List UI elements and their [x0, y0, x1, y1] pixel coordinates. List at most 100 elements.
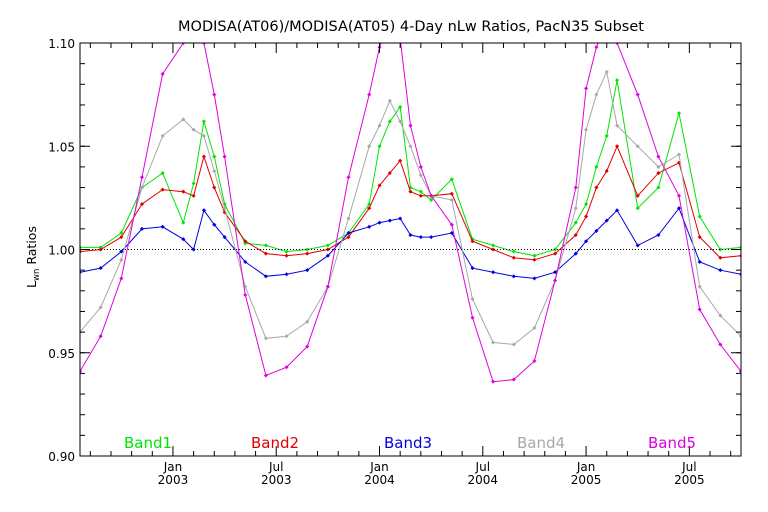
data-point — [201, 154, 207, 159]
data-point — [139, 175, 145, 180]
data-point — [573, 232, 578, 238]
data-point — [697, 259, 702, 265]
data-point — [583, 239, 589, 244]
data-point — [656, 170, 661, 176]
data-point — [119, 249, 124, 254]
data-point — [201, 133, 207, 139]
data-point — [511, 249, 516, 254]
data-point — [449, 197, 454, 203]
data-point — [470, 296, 475, 302]
data-point — [408, 189, 413, 194]
data-point — [552, 278, 558, 283]
data-point — [139, 201, 145, 207]
data-point — [398, 119, 403, 124]
data-point — [532, 253, 537, 258]
data-point — [573, 185, 578, 190]
data-point — [408, 144, 413, 149]
data-point — [387, 119, 392, 124]
svg-text:Lwn Ratios: Lwn Ratios — [24, 226, 42, 288]
data-point — [398, 104, 403, 110]
data-point — [718, 267, 723, 273]
x-tick-year: 2003 — [158, 473, 189, 487]
y-axis-title-main: L — [24, 281, 39, 288]
legend: Band1 Band2 Band3 Band4 Band5 — [124, 434, 696, 452]
data-point — [490, 379, 496, 384]
series-line — [80, 145, 741, 261]
data-point — [367, 92, 372, 97]
legend-band1: Band1 — [124, 434, 172, 452]
data-point — [98, 334, 103, 339]
data-point — [181, 189, 186, 194]
data-point — [429, 234, 434, 240]
data-point — [604, 168, 609, 174]
data-point — [305, 344, 310, 349]
data-point — [532, 358, 537, 364]
y-tick-label: 0.90 — [48, 450, 75, 464]
data-point — [614, 78, 620, 83]
chart-title: MODISA(AT06)/MODISA(AT05) 4-Day nLw Rati… — [178, 19, 644, 35]
data-point — [160, 133, 165, 139]
legend-band3: Band3 — [384, 434, 432, 452]
data-point — [222, 154, 227, 159]
data-point — [594, 92, 599, 97]
data-point — [408, 123, 413, 128]
series-line — [80, 70, 741, 346]
data-point — [201, 119, 207, 124]
data-point — [325, 253, 331, 258]
data-point — [377, 144, 382, 149]
x-tick-year: 2003 — [261, 473, 292, 487]
data-point — [697, 214, 702, 219]
data-point — [583, 201, 589, 207]
y-tick-label: 1.00 — [48, 244, 75, 258]
data-point — [635, 92, 640, 97]
series-band1 — [80, 78, 741, 258]
data-point — [346, 216, 351, 221]
data-point — [470, 265, 475, 271]
data-point — [511, 377, 516, 382]
data-point — [243, 259, 248, 265]
data-point — [377, 123, 382, 128]
data-point — [635, 243, 640, 248]
data-point — [532, 276, 537, 281]
data-point — [604, 218, 609, 223]
data-point — [160, 224, 165, 229]
data-point — [614, 123, 620, 128]
data-point — [656, 164, 661, 170]
data-point — [398, 158, 403, 163]
legend-band5: Band5 — [648, 434, 696, 452]
data-point — [212, 185, 217, 190]
x-tick-year: 2004 — [364, 473, 395, 487]
data-point — [325, 284, 331, 289]
data-point — [139, 185, 145, 190]
y-axis-title-rest: Ratios — [24, 226, 39, 269]
data-point — [181, 220, 186, 225]
data-point — [552, 247, 558, 252]
data-point — [222, 234, 227, 240]
data-point — [119, 230, 124, 236]
series-line — [80, 207, 741, 279]
data-point — [346, 230, 351, 236]
data-point — [656, 154, 661, 159]
data-point — [697, 234, 702, 240]
data-point — [191, 193, 196, 198]
data-point — [367, 224, 372, 229]
data-point — [676, 111, 682, 116]
data-point — [398, 216, 403, 221]
data-point — [594, 164, 599, 170]
series-layer — [80, 43, 741, 384]
data-point — [697, 284, 702, 289]
data-point — [490, 243, 496, 248]
data-point — [583, 86, 589, 91]
data-point — [594, 44, 599, 50]
data-point — [243, 292, 248, 298]
data-point — [222, 206, 227, 211]
data-point — [263, 243, 269, 248]
data-point — [718, 313, 723, 318]
data-point — [408, 232, 413, 238]
x-tick-year: 2005 — [571, 473, 602, 487]
data-point — [490, 270, 496, 275]
x-tick-month: Jan — [163, 460, 183, 474]
data-point — [305, 247, 310, 252]
data-point — [532, 257, 537, 262]
